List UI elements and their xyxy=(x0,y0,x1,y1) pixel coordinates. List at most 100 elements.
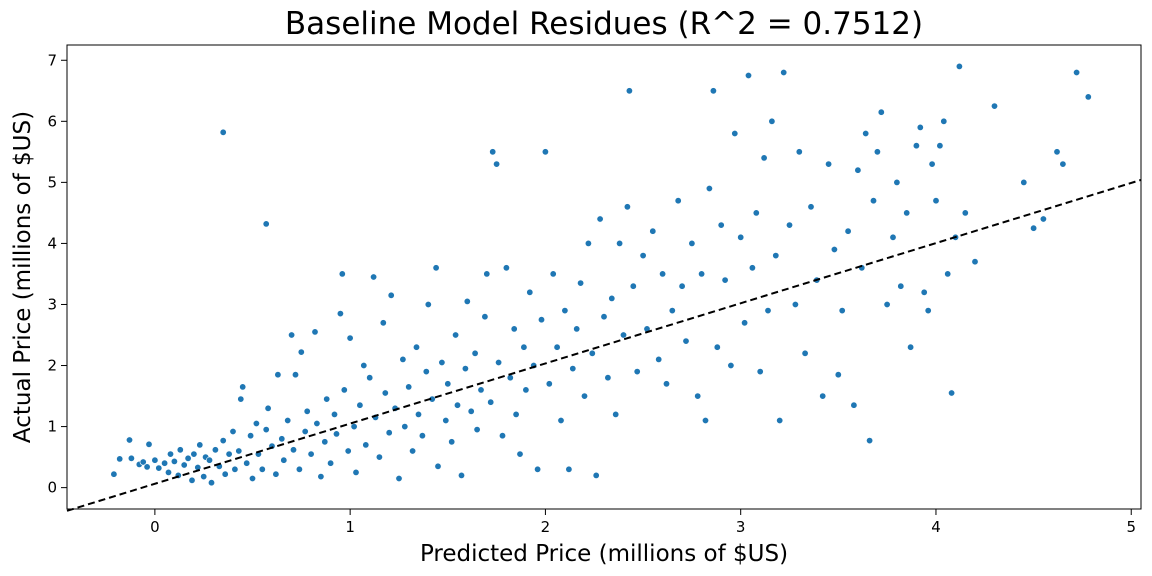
data-point xyxy=(434,462,442,470)
data-point xyxy=(221,470,229,478)
y-tick-label: 4 xyxy=(47,234,57,252)
data-point xyxy=(776,416,784,424)
data-point xyxy=(545,380,553,388)
data-point xyxy=(452,331,460,339)
data-point xyxy=(866,437,874,445)
y-tick-label: 2 xyxy=(47,357,57,375)
data-point xyxy=(219,128,227,136)
data-point xyxy=(399,355,407,363)
data-point xyxy=(188,476,196,484)
data-point xyxy=(565,465,573,473)
data-point xyxy=(721,276,729,284)
data-point xyxy=(903,209,911,217)
data-point xyxy=(932,197,940,205)
x-tick-label: 2 xyxy=(541,518,551,536)
data-point xyxy=(944,270,952,278)
data-point xyxy=(674,197,682,205)
data-point xyxy=(737,233,745,241)
data-point xyxy=(247,432,255,440)
data-point xyxy=(424,300,432,308)
data-point xyxy=(493,160,501,168)
data-point xyxy=(623,203,631,211)
data-point xyxy=(356,401,364,409)
data-point xyxy=(727,361,735,369)
x-tick-label: 5 xyxy=(1126,518,1136,536)
y-tick-label: 7 xyxy=(47,51,57,69)
data-point xyxy=(940,117,948,125)
data-point xyxy=(264,404,272,412)
data-point xyxy=(219,437,227,445)
data-point xyxy=(748,264,756,272)
data-point xyxy=(604,374,612,382)
data-point xyxy=(422,368,430,376)
data-point xyxy=(744,72,752,80)
data-point xyxy=(629,282,637,290)
data-point xyxy=(701,416,709,424)
data-point xyxy=(961,209,969,217)
data-point xyxy=(489,148,497,156)
data-point xyxy=(1084,93,1092,101)
data-point xyxy=(303,407,311,415)
data-point xyxy=(167,450,175,458)
data-point xyxy=(288,331,296,339)
data-point xyxy=(229,427,237,435)
data-point xyxy=(323,395,331,403)
data-point xyxy=(362,441,370,449)
data-point xyxy=(549,270,557,278)
data-point xyxy=(619,331,627,339)
data-point xyxy=(483,270,491,278)
x-tick-label: 0 xyxy=(150,518,160,536)
data-point xyxy=(498,432,506,440)
data-point xyxy=(600,313,608,321)
data-point xyxy=(176,446,184,454)
data-point xyxy=(262,220,270,228)
data-point xyxy=(557,416,565,424)
data-point xyxy=(573,325,581,333)
data-point xyxy=(332,430,340,438)
data-point xyxy=(920,288,928,296)
data-point xyxy=(694,392,702,400)
data-point xyxy=(211,446,219,454)
y-tick-label: 6 xyxy=(47,112,57,130)
data-point xyxy=(161,459,169,467)
data-point xyxy=(678,282,686,290)
data-point xyxy=(584,239,592,247)
data-point xyxy=(274,371,282,379)
data-point xyxy=(1030,224,1038,232)
data-point xyxy=(338,270,346,278)
data-point xyxy=(764,307,772,315)
data-point xyxy=(873,148,881,156)
x-tick-label: 1 xyxy=(345,518,355,536)
data-point xyxy=(487,398,495,406)
data-point xyxy=(409,447,417,455)
data-point xyxy=(352,468,360,476)
data-point xyxy=(477,386,485,394)
data-point xyxy=(370,273,378,281)
data-point xyxy=(502,264,510,272)
data-point xyxy=(206,456,214,464)
data-point xyxy=(317,473,325,481)
data-point xyxy=(791,300,799,308)
data-point xyxy=(467,407,475,415)
data-point xyxy=(385,429,393,437)
data-point xyxy=(375,453,383,461)
data-point xyxy=(760,154,768,162)
data-point xyxy=(756,368,764,376)
data-point xyxy=(717,221,725,229)
data-point xyxy=(649,227,657,235)
data-point xyxy=(350,423,358,431)
y-axis-ticks: 0 1 2 3 4 5 6 7 xyxy=(47,51,67,497)
data-point xyxy=(553,343,561,351)
data-point xyxy=(772,252,780,260)
data-point xyxy=(608,294,616,302)
data-point xyxy=(330,410,338,418)
data-point xyxy=(569,365,577,373)
data-point xyxy=(473,426,481,434)
data-point xyxy=(907,343,915,351)
data-point xyxy=(662,380,670,388)
data-point xyxy=(596,215,604,223)
data-point xyxy=(387,291,395,299)
data-point xyxy=(340,386,348,394)
data-point xyxy=(405,383,413,391)
